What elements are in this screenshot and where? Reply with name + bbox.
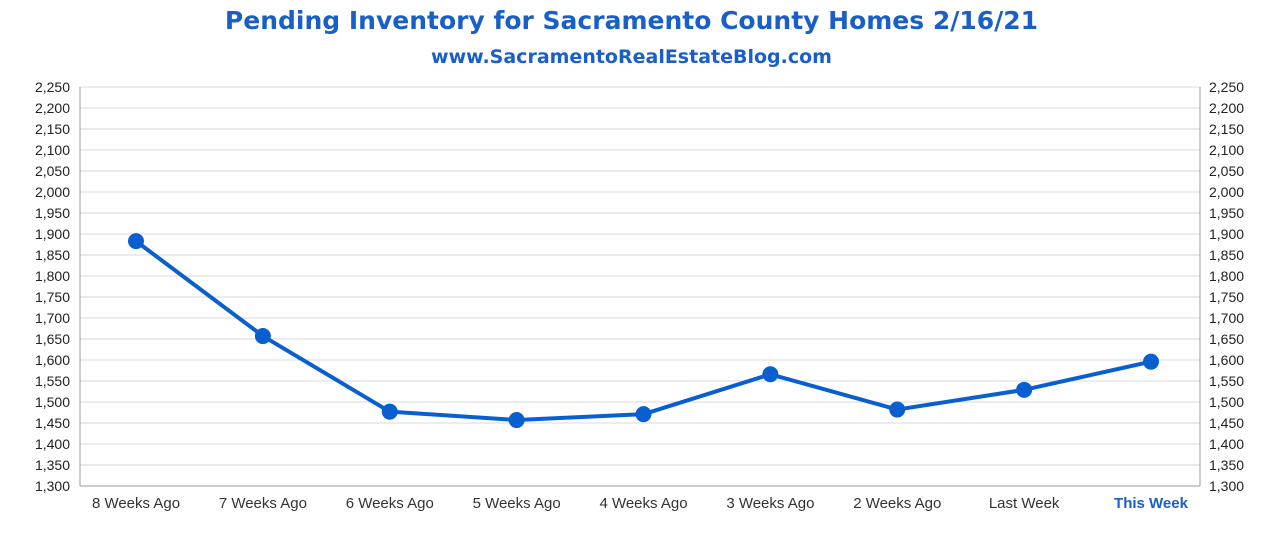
y-tick-label-right: 1,550 (1209, 373, 1244, 389)
y-tick-label-left: 1,950 (35, 205, 70, 221)
y-tick-label-left: 1,350 (35, 457, 70, 473)
x-tick-label: 6 Weeks Ago (346, 495, 434, 512)
y-tick-label-right: 1,600 (1209, 352, 1244, 368)
data-point (889, 401, 906, 418)
x-tick-label: This Week (1114, 495, 1189, 512)
y-tick-label-right: 1,800 (1209, 268, 1244, 284)
x-tick-label: 7 Weeks Ago (219, 495, 307, 512)
gridlines (79, 86, 1201, 487)
y-tick-label-right: 2,100 (1209, 142, 1244, 158)
y-tick-label-left: 1,450 (35, 415, 70, 431)
y-tick-label-right: 2,250 (1209, 79, 1244, 95)
y-tick-label-right: 1,750 (1209, 289, 1244, 305)
y-axis-left: 1,300 1,350 1,400 1,450 1,500 1,550 1,600 1,650… (35, 79, 70, 494)
series-pending (128, 233, 1159, 429)
y-tick-label-right: 1,450 (1209, 415, 1244, 431)
x-tick-label: 2 Weeks Ago (853, 495, 941, 512)
y-tick-label-right: 1,650 (1209, 331, 1244, 347)
y-tick-label-right: 1,300 (1209, 478, 1244, 494)
y-tick-label-right: 1,900 (1209, 226, 1244, 242)
data-point (762, 366, 779, 383)
data-point (381, 403, 398, 420)
y-tick-label-left: 2,100 (35, 142, 70, 158)
x-tick-label: 4 Weeks Ago (599, 495, 687, 512)
y-tick-label-left: 1,650 (35, 331, 70, 347)
y-tick-label-right: 1,350 (1209, 457, 1244, 473)
data-point (508, 412, 525, 429)
y-tick-label-right: 2,150 (1209, 121, 1244, 137)
y-tick-label-right: 1,850 (1209, 247, 1244, 263)
x-tick-label: Last Week (989, 495, 1060, 512)
data-point (254, 328, 271, 345)
y-tick-label-right: 1,400 (1209, 436, 1244, 452)
y-tick-label-right: 1,500 (1209, 394, 1244, 410)
y-tick-label-left: 2,250 (35, 79, 70, 95)
y-tick-label-left: 1,700 (35, 310, 70, 326)
y-tick-label-left: 1,400 (35, 436, 70, 452)
chart-subtitle: www.SacramentoRealEstateBlog.com (431, 46, 832, 68)
x-tick-label: 3 Weeks Ago (726, 495, 814, 512)
x-tick-label: 8 Weeks Ago (92, 495, 180, 512)
y-tick-label-left: 2,050 (35, 163, 70, 179)
y-tick-label-left: 1,750 (35, 289, 70, 305)
chart-title: Pending Inventory for Sacramento County … (224, 6, 1039, 35)
x-tick-label: 5 Weeks Ago (473, 495, 561, 512)
y-axis-right: 1,300 1,350 1,400 1,450 1,500 1,550 1,600 1,650… (1209, 79, 1244, 494)
y-tick-label-left: 1,850 (35, 247, 70, 263)
y-tick-label-left: 1,900 (35, 226, 70, 242)
x-axis: 8 Weeks Ago 7 Weeks Ago 6 Weeks Ago 5 Weeks… (92, 495, 1189, 512)
y-tick-label-left: 2,000 (35, 184, 70, 200)
data-point (128, 233, 144, 250)
y-tick-label-right: 2,050 (1209, 163, 1244, 179)
y-tick-label-right: 1,700 (1209, 310, 1244, 326)
y-tick-label-left: 2,200 (35, 100, 70, 116)
series-line (134, 239, 1152, 423)
y-tick-label-left: 1,300 (35, 478, 70, 494)
y-tick-label-left: 1,800 (35, 268, 70, 284)
data-point (635, 406, 652, 423)
data-point (1143, 353, 1159, 370)
data-point (1016, 381, 1033, 398)
y-tick-label-left: 1,600 (35, 352, 70, 368)
y-tick-label-right: 1,950 (1209, 205, 1244, 221)
y-tick-label-left: 1,550 (35, 373, 70, 389)
y-tick-label-left: 2,150 (35, 121, 70, 137)
y-tick-label-right: 2,000 (1209, 184, 1244, 200)
y-tick-label-right: 2,200 (1209, 100, 1244, 116)
y-tick-label-left: 1,500 (35, 394, 70, 410)
